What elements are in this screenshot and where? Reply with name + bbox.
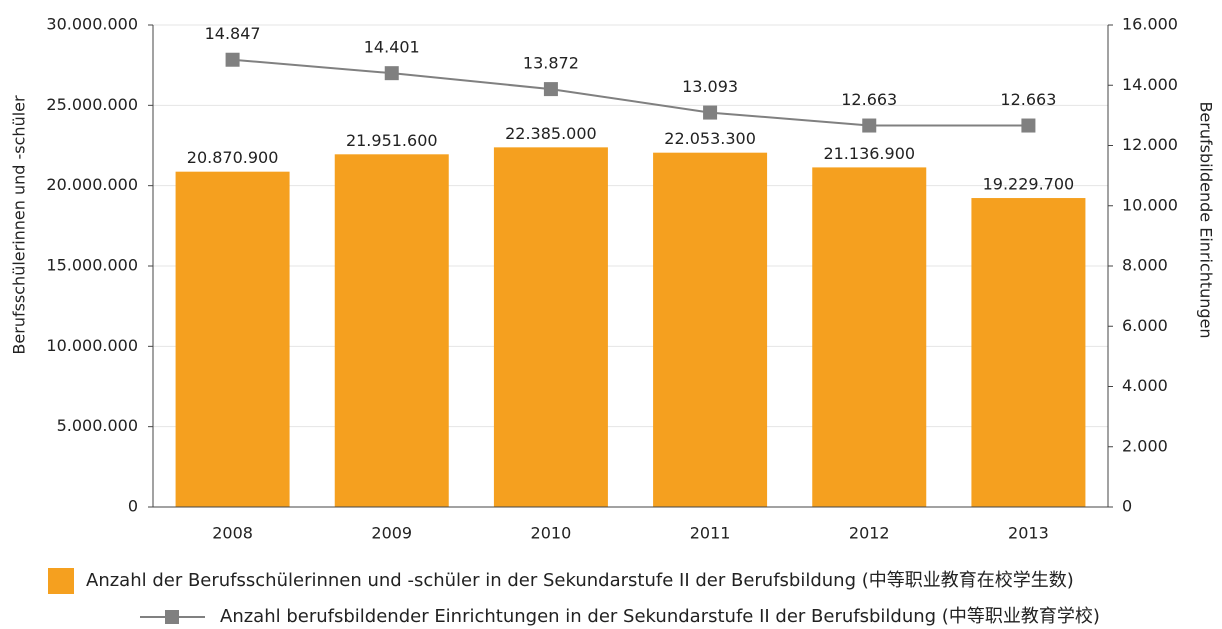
y-tick-label: 15.000.000 [46,256,138,275]
line-marker [225,52,240,67]
bar-value-label: 20.870.900 [187,148,279,167]
bar-value-label: 19.229.700 [983,175,1075,194]
bar [812,167,927,508]
line-value-label: 13.872 [523,54,579,73]
y2-tick-label: 4.000 [1122,376,1168,395]
line-marker [543,82,558,97]
y2-tick-label: 2.000 [1122,436,1168,455]
legend-label: Anzahl berufsbildender Einrichtungen in … [220,606,1100,627]
bar-value-label: 22.385.000 [505,124,597,143]
line-marker [703,105,718,120]
line [232,58,1029,127]
line-value-label: 14.401 [364,38,420,57]
y-tick-label: 20.000.000 [46,175,138,194]
x-tick-label: 2008 [212,524,253,543]
x-tick-label: 2013 [1008,524,1049,543]
x-tick-label: 2009 [371,524,412,543]
y2-tick-label: 14.000 [1122,75,1178,94]
legend-swatch [48,568,74,594]
y2-tick-label: 12.000 [1122,135,1178,154]
y2-tick-label: 10.000 [1122,195,1178,214]
y-axis-label: Berufsschülerinnen und -schüler [10,95,29,355]
line-value-label: 12.663 [1000,90,1056,109]
bar [653,152,768,507]
y2-tick-label: 16.000 [1122,15,1178,34]
line-marker [862,118,877,133]
y2-tick-label: 0 [1122,497,1132,516]
bar [175,171,290,508]
x-tick-label: 2010 [531,524,572,543]
y-tick-label: 0 [128,497,138,516]
bar [971,198,1086,507]
y-tick-label: 25.000.000 [46,95,138,114]
y-tick-label: 30.000.000 [46,15,138,34]
bar-value-label: 21.136.900 [823,144,915,163]
line-value-label: 12.663 [841,90,897,109]
line-marker [384,66,399,81]
x-tick-label: 2011 [690,524,731,543]
line-value-label: 13.093 [682,77,738,96]
bar-value-label: 21.951.600 [346,131,438,150]
bar-value-label: 22.053.300 [664,129,756,148]
legend-label: Anzahl der Berufsschülerinnen und -schül… [86,570,1074,591]
line-marker [1021,118,1036,133]
y2-tick-label: 6.000 [1122,316,1168,335]
bar [334,154,449,507]
y-tick-label: 10.000.000 [46,336,138,355]
y2-tick-label: 8.000 [1122,256,1168,275]
bar [493,147,608,508]
x-tick-label: 2012 [849,524,890,543]
y2-axis-label: Berufsbildende Einrichtungen [1197,101,1216,338]
line-value-label: 14.847 [205,24,261,43]
legend-marker [165,610,179,624]
y-tick-label: 5.000.000 [57,416,138,435]
